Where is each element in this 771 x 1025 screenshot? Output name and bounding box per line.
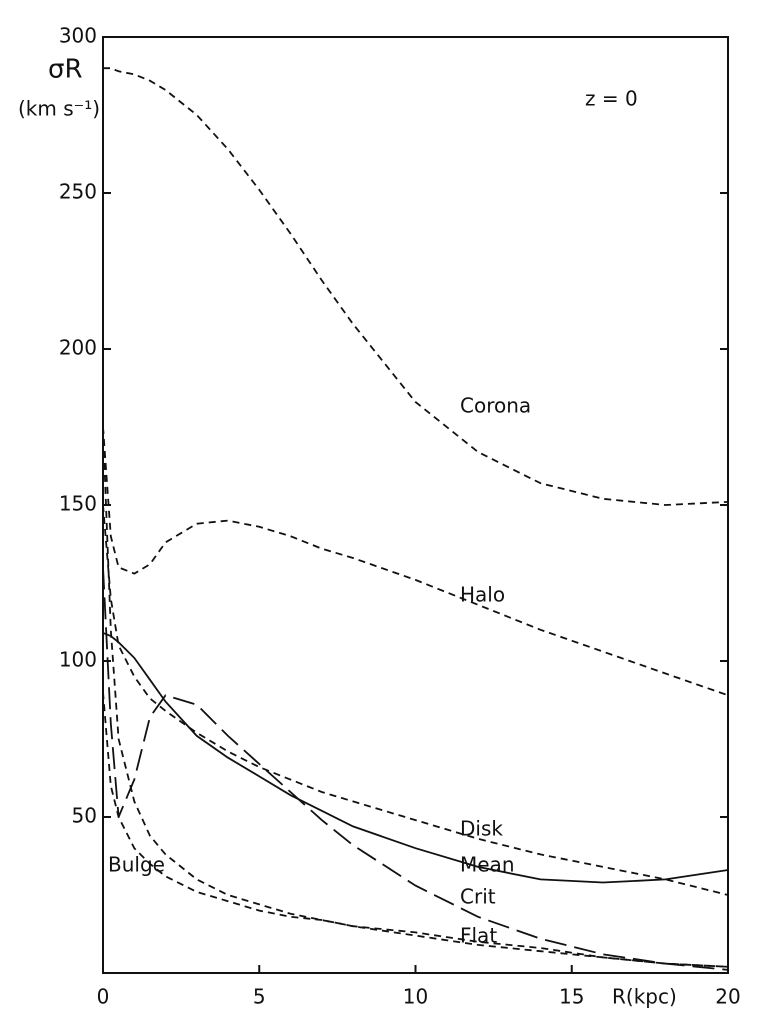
legend-label: Bulge (108, 853, 165, 877)
x-tick-label: 15 (559, 985, 584, 1009)
y-axis-unit: (km s⁻¹) (18, 97, 100, 121)
y-tick-label: 50 (72, 804, 97, 828)
x-axis-label: R(kpc) (612, 985, 677, 1009)
series-line (102, 504, 729, 896)
plot-frame (102, 36, 729, 974)
y-tick-label: 200 (59, 336, 97, 360)
y-tick-label: 250 (59, 180, 97, 204)
y-tick-label: 100 (59, 648, 97, 672)
x-tick-label: 5 (253, 985, 266, 1009)
series-line (102, 426, 729, 697)
x-tick-label: 10 (403, 985, 428, 1009)
legend-label: Corona (460, 394, 531, 418)
series-line (102, 567, 729, 971)
legend-label: Crit (460, 885, 496, 909)
legend-label: Halo (460, 583, 505, 607)
x-tick-label: 20 (715, 985, 740, 1009)
series-line (102, 692, 729, 968)
series-line (103, 67, 729, 506)
series-line (102, 426, 729, 968)
series-line (102, 632, 729, 884)
x-tick-label: 0 (97, 985, 110, 1009)
annotation: z = 0 (585, 87, 638, 111)
y-axis-label: σR (48, 55, 83, 85)
y-tick-label: 300 (59, 24, 97, 48)
legend-label: Disk (460, 817, 503, 841)
legend-label: Mean (460, 853, 515, 877)
y-tick-label: 150 (59, 492, 97, 516)
